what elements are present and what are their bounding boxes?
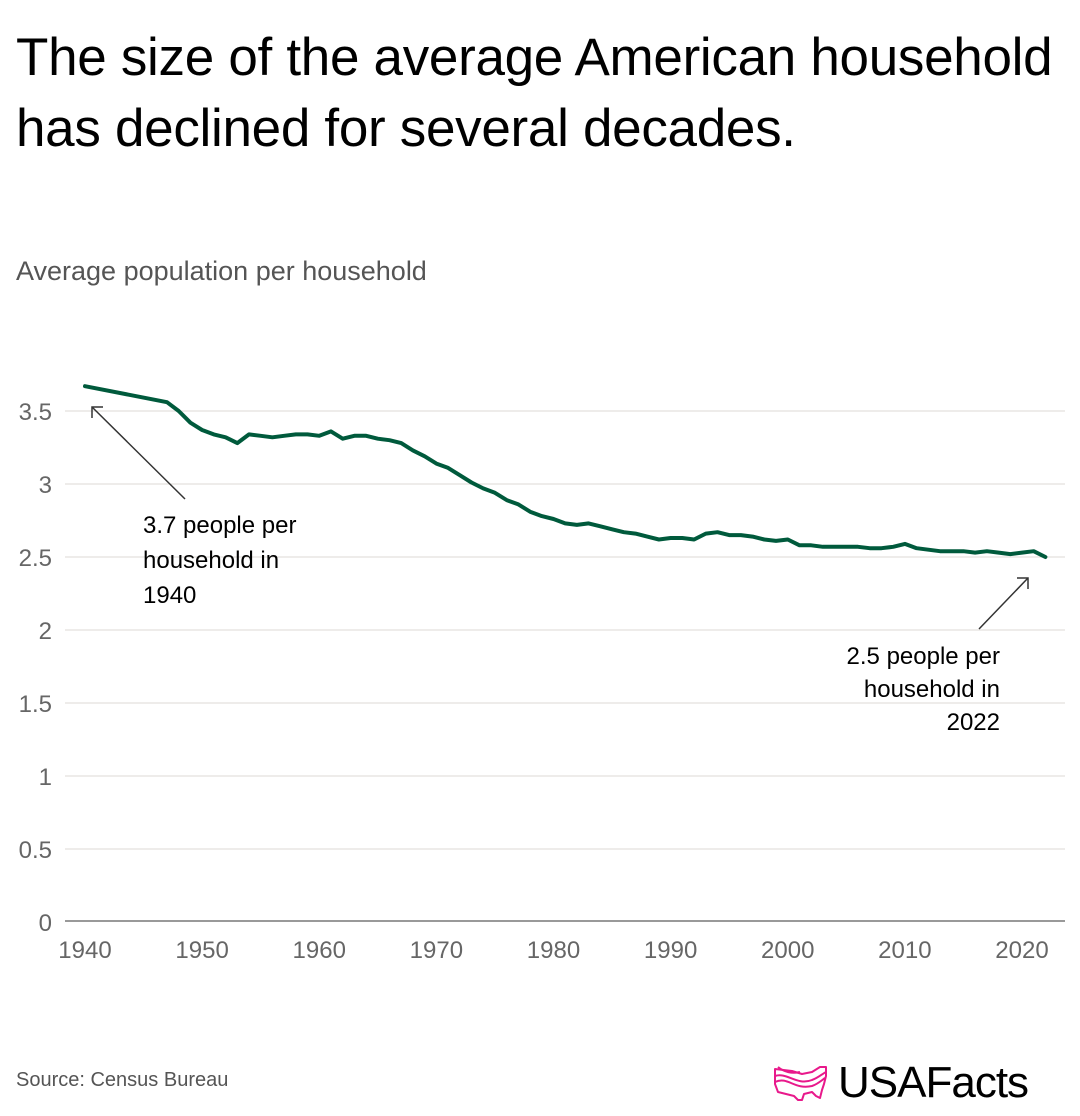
us-map-icon: [774, 1066, 827, 1101]
logo-text: USAFacts: [838, 1058, 1029, 1107]
annotations: 3.7 people per household in 1940 2.5 people…: [91, 406, 1029, 736]
y-tick-label: 0: [39, 910, 52, 937]
source-note: Source: Census Bureau: [16, 1069, 229, 1091]
line-chart: 0 0.5 1 1.5 2 2.5 3 3.5 1940 1950 1960 1970 1980 199…: [19, 384, 1065, 964]
y-tick-label: 3: [39, 472, 52, 499]
x-tick-label: 2020: [995, 937, 1048, 964]
x-axis-ticks: 1940 1950 1960 1970 1980 1990 2000 2010 2020: [58, 937, 1048, 964]
annotation-text-1940: 3.7 people per: [143, 512, 296, 539]
x-tick-label: 1960: [293, 937, 346, 964]
y-tick-label: 1.5: [19, 691, 52, 718]
x-tick-label: 1950: [175, 937, 228, 964]
annotation-text-1940: 1940: [143, 582, 196, 609]
gridlines: [65, 410, 1065, 850]
x-tick-label: 1990: [644, 937, 697, 964]
annotation-arrow-1940: [91, 406, 186, 500]
y-tick-label: 1: [39, 764, 52, 791]
annotation-text-1940: household in: [143, 547, 279, 574]
y-axis-ticks: 0 0.5 1 1.5 2 2.5 3 3.5: [19, 399, 52, 937]
x-tick-label: 2000: [761, 937, 814, 964]
y-tick-label: 2.5: [19, 545, 52, 572]
chart-subtitle: Average population per household: [16, 256, 427, 286]
x-tick-label: 2010: [878, 937, 931, 964]
annotation-arrowhead-2022: [1017, 577, 1029, 589]
usafacts-logo: USAFacts: [772, 1058, 1029, 1108]
y-tick-label: 0.5: [19, 837, 52, 864]
annotation-text-2022: 2.5 people per: [847, 643, 1000, 670]
x-tick-label: 1980: [527, 937, 580, 964]
series-line-household-size: [83, 384, 1048, 559]
y-tick-label: 2: [39, 618, 52, 645]
x-tick-label: 1940: [58, 937, 111, 964]
annotation-arrowhead-1940: [91, 406, 103, 418]
annotation-arrow-2022: [978, 577, 1029, 630]
annotation-text-2022: 2022: [947, 709, 1000, 736]
x-tick-label: 1970: [410, 937, 463, 964]
annotation-text-2022: household in: [864, 676, 1000, 703]
y-tick-label: 3.5: [19, 399, 52, 426]
chart-title: The size of the average American househo…: [16, 28, 1053, 158]
